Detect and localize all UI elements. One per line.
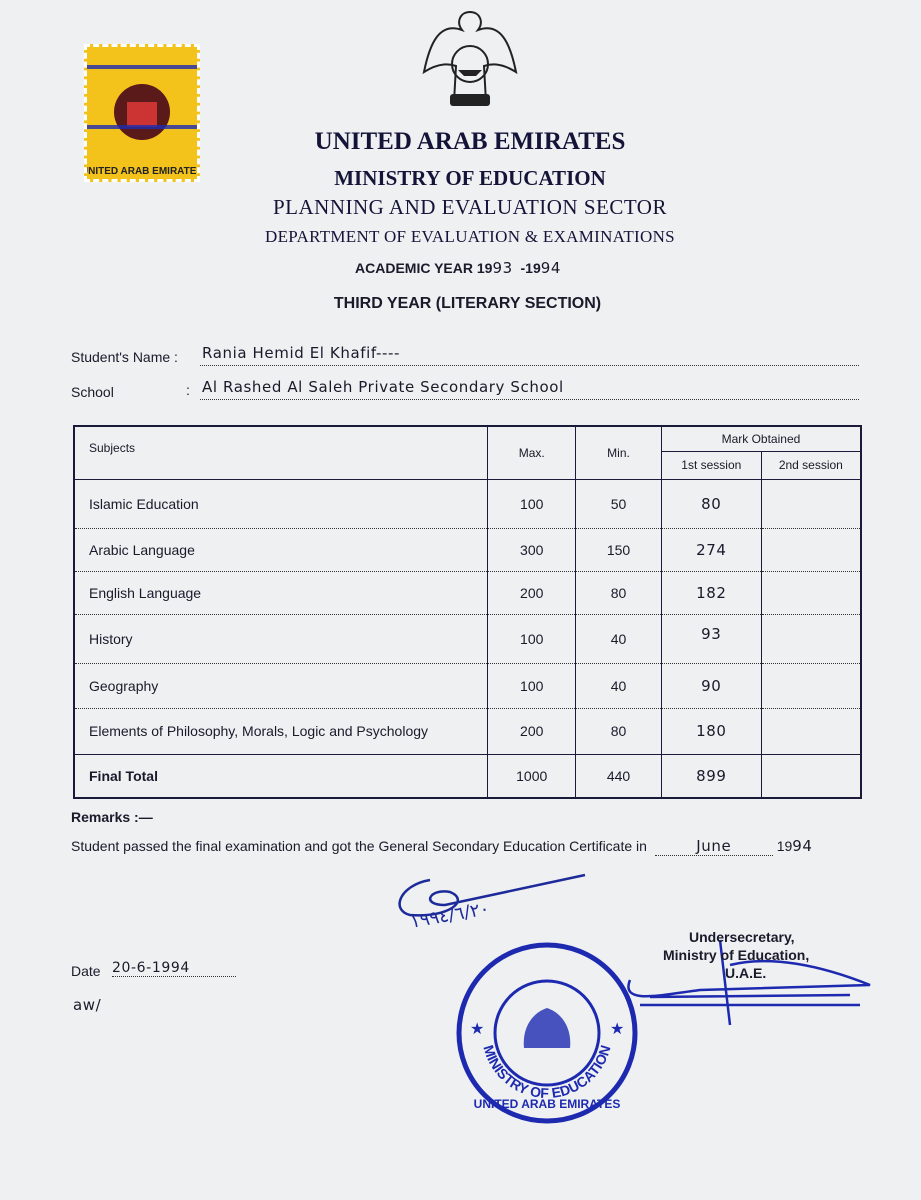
table-row: Geography 100 40 90: [74, 662, 861, 708]
first-session-mark: 180: [660, 707, 762, 754]
sector-heading: PLANNING AND EVALUATION SECTOR: [273, 195, 667, 219]
remarks-year-suffix: 94: [792, 837, 813, 855]
min: 40: [575, 613, 662, 663]
marks-table: Subjects Max. Min. Mark Obtained 1st ses…: [73, 425, 862, 799]
header-second-session: 2nd session: [760, 451, 861, 479]
second-session-mark: [760, 478, 861, 528]
signatory-title: Undersecretary,: [689, 929, 795, 945]
remarks-label: Remarks :—: [71, 809, 153, 825]
min: 150: [575, 527, 662, 571]
header-first-session: 1st session: [660, 451, 762, 479]
subject: Arabic Language: [74, 527, 488, 571]
official-signature: [627, 939, 871, 1026]
total-first-session: 899: [660, 754, 762, 798]
school-name: Al Rashed Al Saleh Private Secondary Sch…: [202, 378, 564, 396]
svg-text:★: ★: [610, 1021, 624, 1038]
handwritten-signature: [398, 873, 586, 917]
total-min: 440: [575, 754, 662, 798]
total-second-session: [760, 754, 861, 798]
remarks-sentence: Student passed the final examination and…: [71, 838, 647, 854]
max: 100: [487, 613, 576, 663]
second-session-mark: [760, 707, 861, 754]
second-session-mark: [760, 662, 861, 708]
table-row: Islamic Education 100 50 80: [74, 478, 861, 528]
second-session-mark: [760, 570, 861, 614]
first-session-mark: 93: [660, 613, 762, 663]
header-subjects: Subjects: [89, 441, 136, 455]
table-row: Arabic Language 300 150 274: [74, 527, 861, 571]
country-heading: UNITED ARAB EMIRATES: [314, 128, 626, 155]
first-session-mark: 80: [660, 478, 762, 528]
first-session-mark: 90: [660, 662, 762, 708]
section-title: THIRD YEAR (LITERARY SECTION): [333, 295, 602, 312]
ministry-heading: MINISTRY OF EDUCATION: [334, 166, 606, 190]
remarks-month: June: [654, 837, 773, 856]
year-sep: -19: [520, 260, 541, 276]
student-name: Rania Hemid El Khafif----: [202, 344, 401, 362]
max: 300: [487, 527, 576, 571]
signatory-block: Undersecretary, Ministry of Education, U…: [663, 928, 809, 982]
total-max: 1000: [487, 754, 576, 798]
year-end: 94: [540, 259, 562, 277]
header-max: Max.: [487, 426, 576, 479]
total-label: Final Total: [89, 767, 158, 784]
table-row: English Language 200 80 182: [74, 570, 861, 614]
signatory-country: U.A.E.: [725, 965, 767, 981]
remarks-year-prefix: 19: [776, 838, 793, 854]
second-session-mark: [760, 613, 861, 663]
student-name-label: Student's Name :: [71, 349, 178, 365]
year-start: 93: [492, 259, 513, 277]
subject: English Language: [74, 570, 488, 614]
signatory-org: Ministry of Education,: [663, 947, 810, 963]
svg-text:★: ★: [470, 1021, 484, 1038]
subject: Elements of Philosophy, Morals, Logic an…: [74, 707, 488, 754]
svg-text:UNITED ARAB EMIRATES: UNITED ARAB EMIRATES: [87, 166, 197, 177]
academic-year: ACADEMIC YEAR 1993 -1994: [355, 259, 561, 277]
school-dotted-line: [200, 398, 859, 400]
remarks-text: Student passed the final examination and…: [71, 837, 813, 856]
ministry-seal: MINISTRY OF EDUCATION UNITED ARAB EMIRAT…: [456, 942, 638, 1124]
min: 80: [575, 570, 662, 614]
max: 100: [487, 662, 576, 708]
svg-text:UNITED ARAB EMIRATES: UNITED ARAB EMIRATES: [474, 1097, 621, 1111]
subject: Islamic Education: [74, 478, 488, 528]
department-heading: DEPARTMENT OF EVALUATION & EXAMINATIONS: [265, 227, 675, 246]
max: 100: [487, 478, 576, 528]
uae-emblem-logo: [422, 10, 518, 106]
min: 50: [575, 478, 662, 528]
subject: History: [74, 613, 488, 663]
header-mark-obtained: Mark Obtained: [660, 426, 861, 452]
first-session-mark: 182: [660, 570, 762, 614]
first-session-mark: 274: [660, 527, 762, 571]
table-row: Elements of Philosophy, Morals, Logic an…: [74, 707, 861, 754]
subject: Geography: [74, 662, 488, 708]
max: 200: [487, 570, 576, 614]
school-label: School: [71, 384, 114, 400]
postage-stamp: UNITED ARAB EMIRATES: [84, 44, 200, 182]
initials: aw/: [73, 996, 102, 1014]
name-dotted-line: [200, 364, 859, 366]
min: 40: [575, 662, 662, 708]
date-value: 20-6-1994: [112, 960, 236, 977]
date-label: Date: [71, 963, 101, 979]
academic-year-label: ACADEMIC YEAR 19: [355, 260, 493, 276]
table-row: History 100 40 93: [74, 613, 861, 663]
second-session-mark: [760, 527, 861, 571]
school-colon: :: [186, 382, 190, 398]
header-min: Min.: [575, 426, 662, 479]
svg-text:MINISTRY OF EDUCATION: MINISTRY OF EDUCATION: [480, 1043, 613, 1101]
total-row: Final Total 1000 440 899: [74, 754, 861, 798]
max: 200: [487, 707, 576, 754]
min: 80: [575, 707, 662, 754]
